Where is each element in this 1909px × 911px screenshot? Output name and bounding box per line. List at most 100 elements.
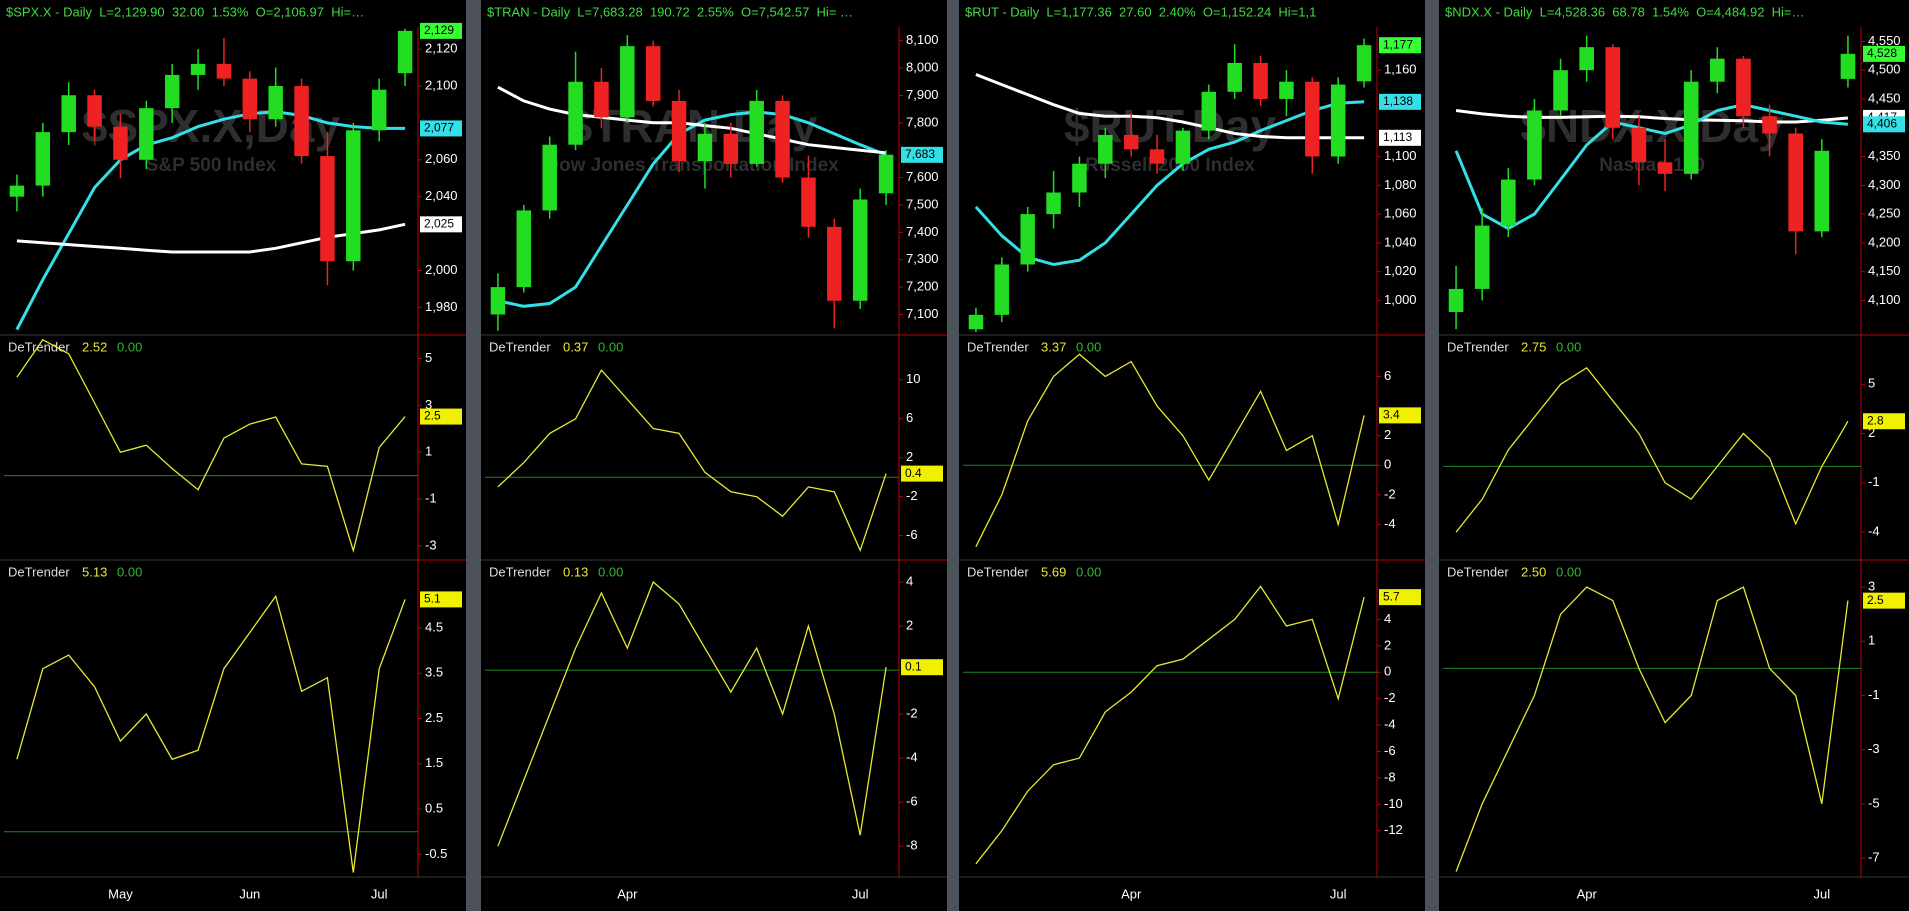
last-value-label: 1,177 — [1383, 37, 1413, 51]
y-tick-label: -8 — [906, 838, 918, 853]
y-tick-label: 2.5 — [425, 710, 443, 725]
x-tick-label: May — [108, 886, 133, 901]
last-value-badge — [420, 120, 462, 137]
candle-body — [1762, 116, 1777, 134]
y-tick-label: 1,100 — [1384, 148, 1417, 163]
y-tick-label: 2,120 — [425, 41, 458, 56]
y-tick-label: 7,300 — [906, 251, 939, 266]
y-tick-label: 3 — [1868, 579, 1875, 594]
pane-zero-readout: 0.00 — [1076, 339, 1101, 354]
moving-average-line — [1455, 109, 1849, 124]
last-value-label: 3.4 — [1383, 408, 1400, 422]
x-tick-label: Apr — [617, 886, 638, 901]
x-tick-label: Jul — [371, 886, 388, 901]
panel-background — [959, 0, 1425, 911]
y-tick-label: 1,000 — [1384, 292, 1417, 307]
pane-readout: 2.50 — [1521, 564, 1546, 579]
pane-zero-readout: 0.00 — [117, 339, 142, 354]
last-value-label: 2,077 — [424, 121, 454, 135]
candle-body — [1330, 84, 1346, 157]
watermark: $RUT,Day — [1064, 100, 1277, 152]
y-tick-label: 2,000 — [425, 262, 458, 277]
y-tick-label: 2,060 — [425, 151, 458, 166]
watermark-subtitle: Nasdaq 100 — [1599, 155, 1705, 176]
candle-body — [775, 100, 790, 178]
candle-body — [87, 95, 102, 127]
candle-body — [878, 154, 894, 194]
last-value-label: 2.8 — [1867, 413, 1884, 427]
candle-body — [968, 314, 984, 330]
pane-title: DeTrender — [1447, 339, 1509, 354]
y-tick-label: 2 — [1384, 637, 1391, 652]
y-tick-label: -1 — [425, 491, 437, 506]
last-value-badge — [420, 408, 462, 425]
y-tick-label: 3.5 — [425, 665, 443, 680]
candle-body — [1683, 81, 1699, 174]
watermark-subtitle: Russell 2000 Index — [1085, 155, 1255, 176]
chart-panel: $RUT - Daily L=1,177.36 27.60 2.40% O=1,… — [959, 0, 1425, 911]
candle-body — [620, 46, 635, 118]
candle-body — [1072, 163, 1087, 193]
y-tick-label: 2,100 — [425, 77, 458, 92]
x-tick-label: Jul — [1814, 886, 1831, 901]
y-tick-label: 1,080 — [1384, 177, 1417, 192]
last-value-label: 2,129 — [424, 23, 454, 37]
candle-body — [242, 78, 258, 120]
candle-body — [697, 133, 713, 162]
detrender-line — [497, 580, 887, 847]
y-tick-label: 4 — [1384, 611, 1391, 626]
chart-panel: $SPX.X - Daily L=2,129.90 32.00 1.53% O=… — [0, 0, 466, 911]
pane-title: DeTrender — [8, 564, 70, 579]
y-tick-label: 0 — [1384, 457, 1391, 472]
last-value-label: 1,113 — [1383, 130, 1412, 144]
last-value-label: 0.4 — [905, 466, 922, 480]
y-tick-label: 4,450 — [1868, 90, 1901, 105]
last-value-label: 5.7 — [1383, 589, 1400, 603]
y-tick-label: 4,550 — [1868, 33, 1901, 48]
last-value-label: 0.1 — [905, 659, 922, 673]
candle-body — [35, 132, 51, 186]
watermark-subtitle: S&P 500 Index — [146, 155, 277, 176]
y-tick-label: 10 — [906, 371, 920, 386]
y-tick-label: 1 — [1868, 633, 1875, 648]
y-tick-label: 1,040 — [1384, 234, 1417, 249]
detrender-line — [497, 368, 887, 553]
candle-body — [1657, 162, 1673, 174]
x-tick-label: Apr — [1577, 886, 1598, 901]
y-tick-label: -4 — [1384, 717, 1396, 732]
chart-panel: $TRAN - Daily L=7,683.28 190.72 2.55% O=… — [481, 0, 947, 911]
panel-background — [0, 0, 466, 911]
candle-body — [1356, 45, 1372, 82]
x-tick-label: Apr — [1121, 886, 1142, 901]
y-tick-label: 1,160 — [1384, 62, 1417, 77]
last-value-badge — [901, 659, 943, 676]
y-tick-label: 4,200 — [1868, 234, 1901, 249]
y-tick-label: 8,100 — [906, 32, 939, 47]
y-tick-label: 7,100 — [906, 306, 939, 321]
pane-title: DeTrender — [489, 339, 551, 354]
candle-body — [190, 63, 206, 75]
y-tick-label: -1 — [1868, 687, 1880, 702]
candle-body — [1605, 47, 1621, 128]
panel-header: $RUT - Daily L=1,177.36 27.60 2.40% O=1,… — [965, 4, 1316, 19]
last-value-badge — [1379, 407, 1421, 424]
y-tick-label: 0.5 — [425, 801, 443, 816]
y-tick-label: -3 — [1868, 741, 1880, 756]
y-tick-label: 5 — [1868, 376, 1875, 391]
candle-body — [645, 46, 661, 101]
candle-body — [594, 81, 609, 118]
candle-body — [1631, 127, 1647, 163]
last-value-badge — [1863, 413, 1905, 430]
y-tick-label: 6 — [906, 410, 913, 425]
y-tick-label: 1.5 — [425, 755, 443, 770]
pane-zero-readout: 0.00 — [598, 339, 623, 354]
last-value-label: 2.5 — [424, 409, 441, 423]
y-tick-label: 1,060 — [1384, 206, 1417, 221]
panel-header: $NDX.X - Daily L=4,528.36 68.78 1.54% O=… — [1445, 4, 1805, 19]
last-value-badge — [1863, 592, 1905, 609]
y-tick-label: -4 — [906, 750, 918, 765]
panel-header: $TRAN - Daily L=7,683.28 190.72 2.55% O=… — [487, 4, 853, 19]
y-tick-label: 3 — [425, 397, 432, 412]
candle-body — [1305, 81, 1320, 157]
